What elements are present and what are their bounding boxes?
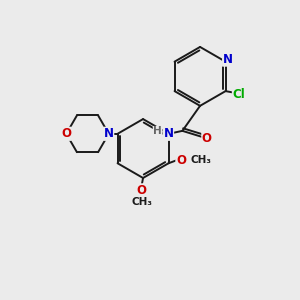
Text: CH₃: CH₃	[131, 196, 152, 206]
Text: O: O	[202, 132, 212, 145]
Text: N: N	[223, 53, 232, 66]
Text: O: O	[136, 184, 147, 197]
Text: H: H	[153, 126, 162, 136]
Text: Cl: Cl	[232, 88, 245, 100]
Text: N: N	[104, 127, 114, 140]
Text: O: O	[176, 154, 186, 167]
Text: N: N	[164, 127, 174, 140]
Text: CH₃: CH₃	[190, 155, 211, 165]
Text: O: O	[61, 127, 71, 140]
